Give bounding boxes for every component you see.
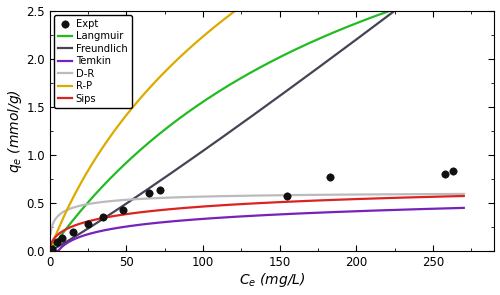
Temkin [311, 211, 317, 215]
Langmuir [311, 39, 317, 43]
Sips [73, 223, 79, 227]
Langmuir [48, 248, 54, 252]
X-axis label: $C_e$ (mg/L): $C_e$ (mg/L) [239, 271, 306, 289]
Langmuir [298, 45, 304, 48]
Y-axis label: $q_e$ (mmol/g): $q_e$ (mmol/g) [6, 89, 24, 173]
Expt [52, 240, 60, 245]
Line: R-P: R-P [50, 0, 464, 249]
Expt [146, 191, 154, 196]
Expt [120, 208, 128, 213]
D-R [361, 193, 367, 196]
Line: Freundlich: Freundlich [50, 0, 464, 250]
Sips [461, 194, 467, 198]
Line: Langmuir: Langmuir [50, 0, 464, 250]
Expt [69, 229, 77, 234]
Temkin [461, 206, 467, 210]
Sips [361, 197, 367, 201]
Freundlich [404, 0, 409, 4]
Sips [48, 243, 54, 247]
Temkin [298, 212, 304, 215]
Legend: Expt, Langmuir, Freundlich, Temkin, D-R, R-P, Sips: Expt, Langmuir, Freundlich, Temkin, D-R,… [54, 14, 132, 108]
Langmuir [288, 50, 294, 54]
Sips [288, 200, 294, 203]
Langmuir [73, 215, 79, 218]
Expt [156, 188, 164, 193]
Freundlich [73, 234, 79, 238]
Temkin [48, 249, 54, 253]
Freundlich [48, 249, 54, 252]
Sips [298, 199, 304, 203]
Temkin [404, 208, 409, 211]
D-R [461, 192, 467, 196]
D-R [311, 193, 317, 197]
R-P [73, 190, 79, 194]
Expt [100, 215, 108, 219]
Expt [442, 172, 450, 176]
D-R [48, 232, 54, 235]
Langmuir [404, 3, 409, 7]
Expt [48, 247, 56, 251]
D-R [288, 193, 294, 197]
Expt [58, 236, 66, 241]
Langmuir [361, 19, 367, 22]
Line: D-R: D-R [50, 194, 464, 234]
Expt [284, 194, 292, 199]
R-P [48, 247, 54, 250]
Line: Temkin: Temkin [50, 208, 464, 251]
Line: Sips: Sips [50, 196, 464, 245]
Expt [449, 169, 457, 173]
Freundlich [288, 86, 294, 90]
D-R [298, 193, 304, 197]
Temkin [361, 209, 367, 213]
D-R [404, 192, 409, 196]
Temkin [73, 237, 79, 240]
Expt [326, 174, 334, 179]
Sips [311, 199, 317, 202]
Freundlich [361, 32, 367, 35]
Expt [84, 222, 92, 226]
Freundlich [298, 78, 304, 82]
Freundlich [311, 69, 317, 73]
Sips [404, 196, 409, 199]
Temkin [288, 212, 294, 216]
D-R [73, 205, 79, 209]
